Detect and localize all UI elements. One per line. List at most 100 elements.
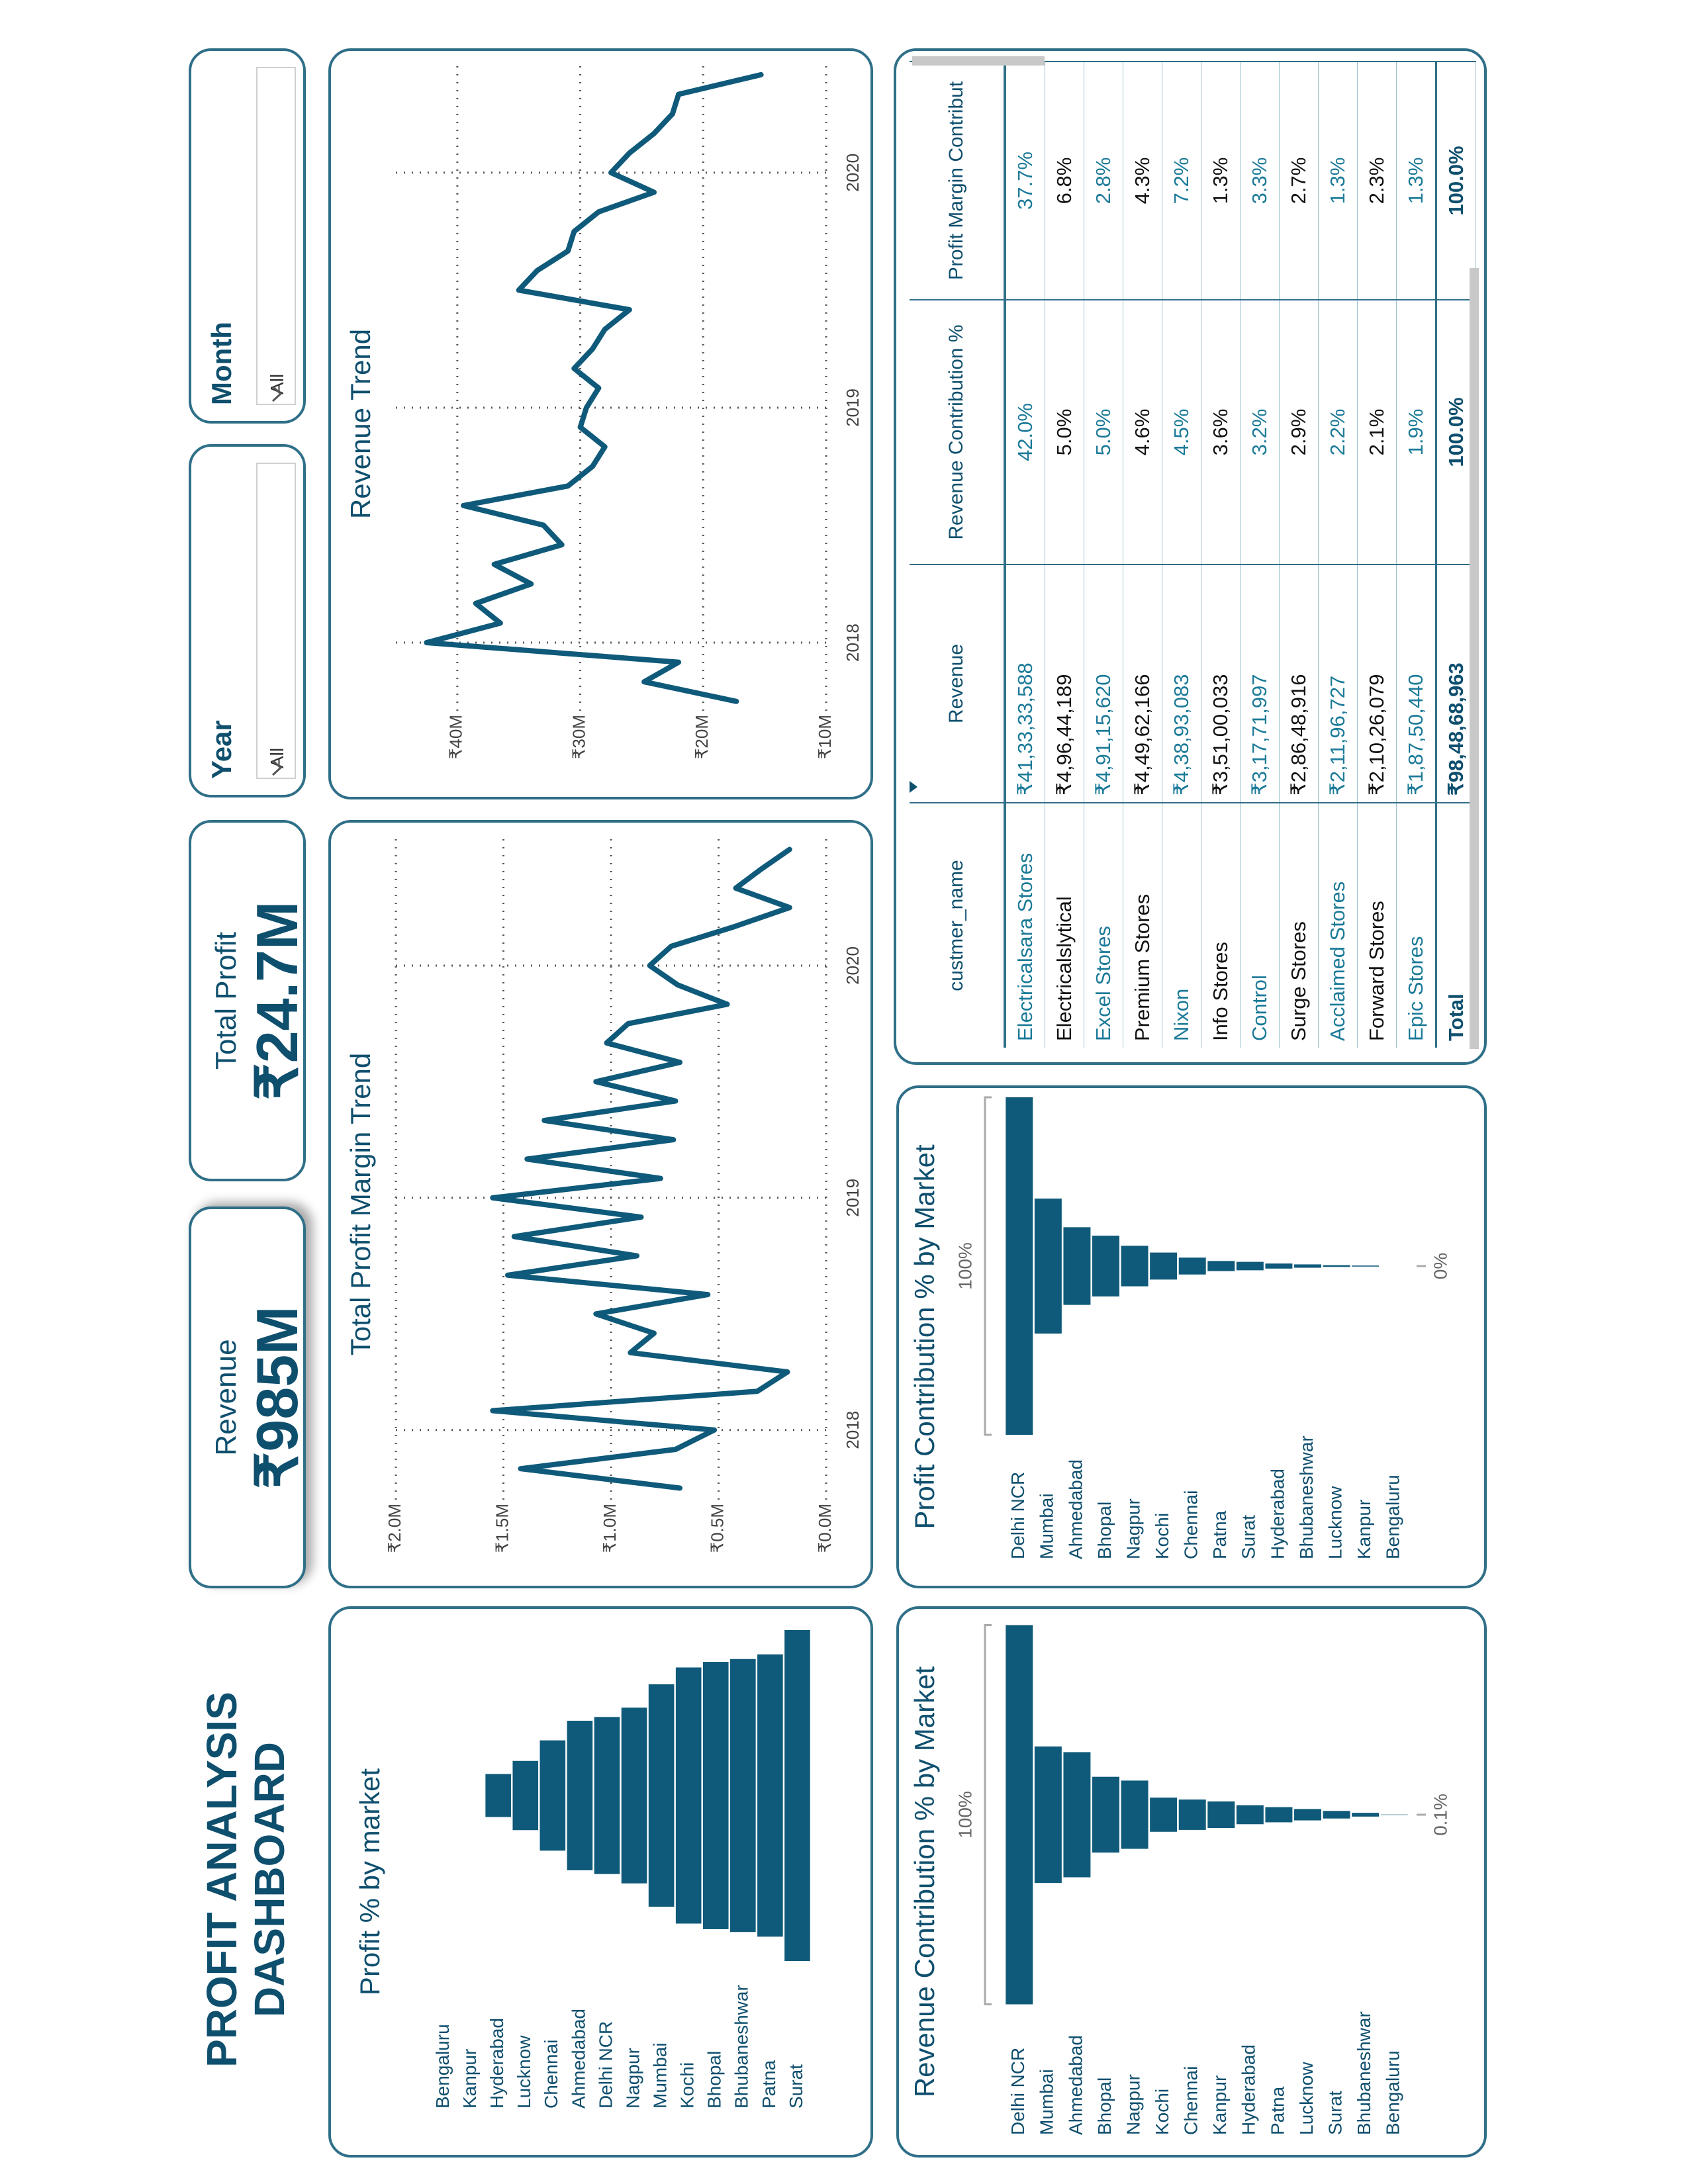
funnel-bar xyxy=(1294,1264,1321,1268)
category-label: Mumbai xyxy=(1037,1493,1057,1559)
value-label: 100% xyxy=(955,1791,975,1839)
bracket xyxy=(984,1624,992,2005)
funnel-bar xyxy=(1121,1246,1149,1287)
table-cell: Electricalsara Stores xyxy=(1005,803,1045,1048)
table-cell: Surge Stores xyxy=(1279,803,1319,1048)
y-tick-label: ₹30M xyxy=(569,715,588,759)
chart-title: Profit Contribution % by Market xyxy=(909,1144,940,1529)
table-cell: 2.7% xyxy=(1279,62,1319,300)
value-label: 0.1% xyxy=(1430,1794,1450,1836)
chart-panel: Profit % by market Bengaluru Kanpur Hyderab… xyxy=(328,1606,873,2158)
column-header[interactable]: Revenue Contribution % xyxy=(910,300,1005,565)
category-label: Kanpur xyxy=(1354,1500,1374,1559)
category-label: Bengaluru xyxy=(432,2024,453,2109)
table-cell: Premium Stores xyxy=(1123,803,1162,1048)
chevron xyxy=(271,759,283,776)
table-cell: ₹2,11,96,727 xyxy=(1318,565,1358,803)
table-cell: ₹3,51,00,033 xyxy=(1201,565,1241,803)
table-row: Excel Stores ₹4,91,15,620 5.0% 2.8% xyxy=(1084,62,1123,1048)
table-cell: 1.3% xyxy=(1201,62,1241,300)
funnel-bar xyxy=(485,1774,511,1817)
table-panel: custmer_name Revenue Revenue Contribution … xyxy=(894,48,1487,1065)
chart-panel: Revenue Trend ₹10M ₹20M ₹30M ₹40M 2018 2019 202… xyxy=(328,48,873,799)
table-cell: 6.8% xyxy=(1045,62,1084,300)
data-table: custmer_name Revenue Revenue Contribution … xyxy=(910,61,1476,1048)
table-cell: Nixon xyxy=(1162,803,1201,1048)
category-label: Delhi NCR xyxy=(1008,1472,1028,1559)
table-row: Electricalsara Stores ₹41,33,33,588 42.0% 3… xyxy=(1005,62,1045,1048)
category-label: Chennai xyxy=(541,2040,561,2109)
table-cell: Control xyxy=(1240,803,1280,1048)
table-cell: ₹4,96,44,189 xyxy=(1045,565,1084,803)
y-tick-label: ₹2.0M xyxy=(385,1504,404,1553)
y-tick-label: ₹40M xyxy=(446,715,466,759)
table-cell: 2.2% xyxy=(1318,300,1358,565)
funnel-bar xyxy=(730,1659,756,1933)
table-cell: ₹2,10,26,079 xyxy=(1357,565,1397,803)
sort-arrow xyxy=(910,781,917,793)
chart: Profit % by market Bengaluru Kanpur Hyderab… xyxy=(354,1630,810,2109)
scrollbar[interactable] xyxy=(912,56,1045,66)
table-cell: 5.0% xyxy=(1045,300,1084,565)
funnel-bar xyxy=(784,1630,810,1961)
table-cell: Excel Stores xyxy=(1084,803,1123,1048)
y-tick-label: ₹10M xyxy=(815,715,835,759)
line-series xyxy=(424,71,764,704)
funnel-bar xyxy=(1034,1746,1062,1884)
funnel-bar xyxy=(1236,1261,1264,1271)
chart-panel: Profit Contribution % by Market Delhi NCR… xyxy=(896,1085,1487,1588)
table-cell: 3.2% xyxy=(1240,300,1280,565)
funnel-bar xyxy=(567,1721,593,1870)
funnel-bar xyxy=(1178,1799,1206,1830)
x-tick-label: 2018 xyxy=(843,1411,863,1449)
funnel-bar xyxy=(539,1740,566,1851)
category-label: Bhubaneshwar xyxy=(1354,2011,1374,2135)
category-label: Patna xyxy=(1209,1510,1230,1559)
table-cell: 37.7% xyxy=(1005,62,1045,300)
category-label: Nagpur xyxy=(1123,2074,1143,2135)
dashboard-title: PROFIT ANALYSIS DASHBOARD xyxy=(198,1692,293,2068)
category-label: Patna xyxy=(1267,2086,1288,2135)
table-cell: 2.8% xyxy=(1084,62,1123,300)
slicer: Month All xyxy=(189,48,306,424)
category-label: Nagpur xyxy=(1123,1498,1143,1559)
funnel-bar xyxy=(648,1684,675,1907)
funnel-bar xyxy=(1207,1801,1235,1829)
table-row: Epic Stores ₹1,87,50,440 1.9% 1.3% xyxy=(1396,62,1436,1048)
column-header[interactable]: Revenue xyxy=(910,565,1005,803)
slicer-dropdown[interactable]: All xyxy=(256,463,296,779)
chart: Revenue Contribution % by Market Delhi NC… xyxy=(909,1624,1450,2135)
table-cell: 7.2% xyxy=(1162,62,1201,300)
category-label: Bengaluru xyxy=(1383,1475,1403,1559)
funnel-bar xyxy=(1063,1752,1091,1878)
category-label: Chennai xyxy=(1181,2066,1201,2135)
total-cell: 100.0% xyxy=(1436,62,1476,300)
table-row: Surge Stores ₹2,86,48,916 2.9% 2.7% xyxy=(1279,62,1319,1048)
funnel-bar xyxy=(1265,1807,1293,1823)
line-series xyxy=(490,846,792,1491)
table-cell: Epic Stores xyxy=(1396,803,1436,1048)
table-cell: 2.9% xyxy=(1279,300,1319,565)
funnel-bar xyxy=(1265,1263,1293,1269)
funnel-bar xyxy=(1294,1809,1321,1821)
category-label: Hyderabad xyxy=(1239,2044,1259,2135)
x-tick-label: 2020 xyxy=(843,946,863,985)
category-label: Surat xyxy=(1239,1515,1259,1559)
category-label: Lucknow xyxy=(1325,1486,1345,1559)
funnel-bar xyxy=(1323,1265,1350,1267)
category-label: Delhi NCR xyxy=(595,2021,616,2109)
card-value: ₹24.7M xyxy=(244,901,310,1101)
slicer: Year All xyxy=(189,444,306,797)
category-label: Kanpur xyxy=(459,2049,480,2109)
value-label: 100% xyxy=(955,1242,975,1290)
slicer-dropdown[interactable]: All xyxy=(256,67,296,405)
y-tick-label: ₹0.0M xyxy=(815,1504,835,1553)
bracket xyxy=(984,1096,992,1436)
column-header[interactable]: custmer_name xyxy=(910,803,1005,1048)
category-label: Ahmedabad xyxy=(568,2009,588,2109)
scrollbar[interactable] xyxy=(1470,268,1479,1049)
column-header[interactable]: Profit Margin Contribut xyxy=(910,62,1005,300)
chart-title: Profit % by market xyxy=(354,1768,385,1995)
y-tick-label: ₹1.0M xyxy=(600,1504,620,1553)
